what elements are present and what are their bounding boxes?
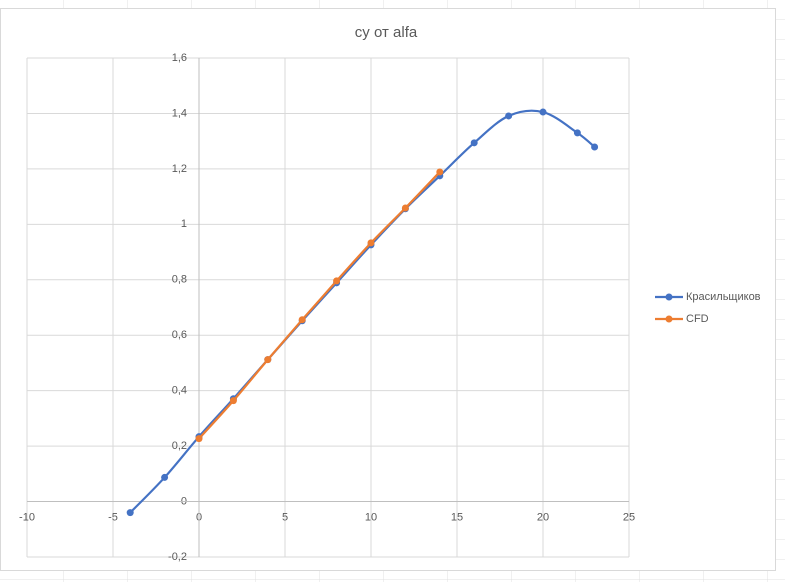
x-tick-label: 20 bbox=[537, 511, 549, 523]
chart-area bbox=[0, 8, 776, 571]
legend-label: Красильщиков bbox=[686, 291, 761, 303]
data-point bbox=[573, 129, 581, 137]
legend-marker bbox=[665, 293, 673, 301]
data-point bbox=[367, 239, 375, 247]
data-point bbox=[436, 168, 444, 176]
x-tick-label: 5 bbox=[282, 511, 288, 523]
data-point bbox=[505, 112, 513, 120]
data-point bbox=[195, 435, 203, 443]
data-point bbox=[229, 397, 237, 405]
data-point bbox=[161, 473, 169, 481]
x-tick-label: 10 bbox=[365, 511, 377, 523]
x-tick-label: 25 bbox=[623, 511, 635, 523]
x-tick-label: -5 bbox=[108, 511, 118, 523]
series-line bbox=[198, 171, 441, 440]
data-point bbox=[298, 316, 306, 324]
legend-marker bbox=[665, 315, 673, 323]
y-tick-label: -0,2 bbox=[168, 551, 187, 563]
y-tick-label: 0,4 bbox=[172, 385, 187, 397]
y-tick-label: 0,8 bbox=[172, 274, 187, 286]
y-tick-label: 1,2 bbox=[172, 163, 187, 175]
y-tick-label: 1,4 bbox=[172, 107, 187, 119]
y-tick-label: 1,6 bbox=[172, 52, 187, 64]
x-tick-label: 15 bbox=[451, 511, 463, 523]
data-point bbox=[401, 204, 409, 212]
chart-title: cy от alfa bbox=[355, 24, 418, 41]
legend-label: CFD bbox=[686, 313, 709, 325]
x-tick-label: -10 bbox=[19, 511, 35, 523]
data-point bbox=[470, 139, 478, 147]
y-tick-label: 0,6 bbox=[172, 329, 187, 341]
data-point bbox=[333, 277, 341, 285]
data-point bbox=[126, 509, 134, 517]
y-tick-label: 0,2 bbox=[172, 440, 187, 452]
data-point bbox=[539, 108, 547, 116]
y-tick-label: 1 bbox=[181, 218, 187, 230]
data-point bbox=[591, 143, 599, 151]
data-point bbox=[264, 356, 272, 364]
